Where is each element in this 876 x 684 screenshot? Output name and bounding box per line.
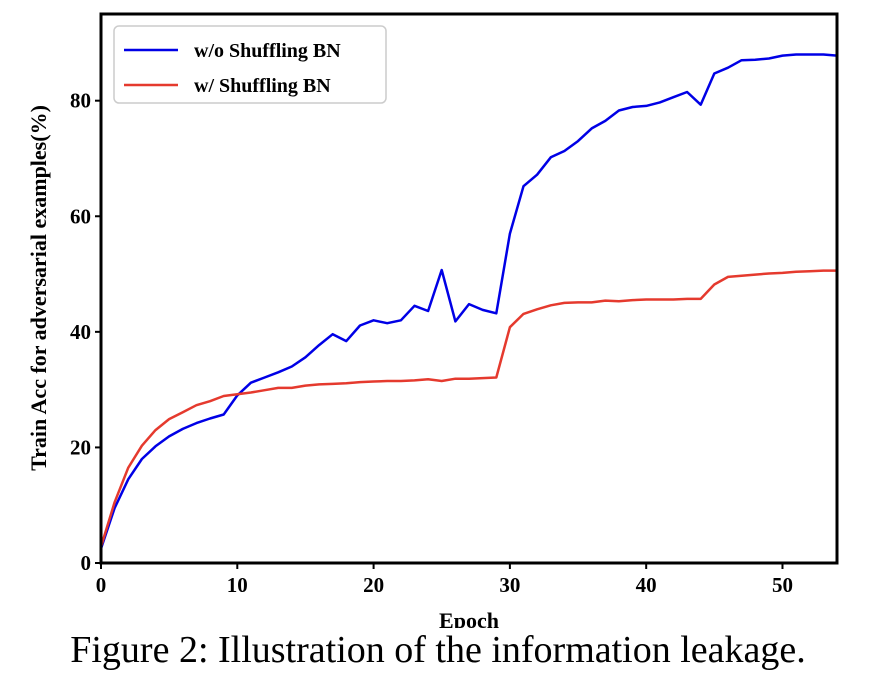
- x-tick-label: 50: [772, 573, 793, 597]
- ticks-layer: 0 10 20 30 40 50 0 20 40 60 80: [70, 89, 793, 597]
- figure-caption: Figure 2: Illustration of the informatio…: [70, 629, 806, 671]
- series-layer: [99, 53, 838, 549]
- plot-frame: [99, 12, 839, 565]
- x-axis-label: Epoch: [439, 608, 499, 628]
- y-tick-label: 0: [81, 551, 92, 575]
- x-tick-label: 10: [227, 573, 248, 597]
- y-axis-label: Train Acc for adversarial examples(%): [26, 105, 51, 471]
- x-tick-label: 30: [499, 573, 520, 597]
- line-chart: 0 10 20 30 40 50 0 20 40 60 80 Epoch Train Acc for…: [26, 12, 839, 628]
- y-tick-label: 20: [70, 435, 91, 459]
- x-tick-label: 20: [363, 573, 384, 597]
- legend-label-w-shuffling: w/ Shuffling BN: [194, 75, 331, 97]
- y-tick-label: 40: [70, 320, 91, 344]
- legend-box: [113, 25, 387, 104]
- x-tick-label: 40: [636, 573, 657, 597]
- y-tick-label: 80: [70, 89, 91, 113]
- legend: w/o Shuffling BN w/ Shuffling BN: [113, 25, 387, 104]
- y-tick-label: 60: [70, 204, 91, 228]
- series-line-w-shuffling: [99, 269, 837, 548]
- legend-label-wo-shuffling: w/o Shuffling BN: [194, 40, 341, 62]
- x-tick-label: 0: [96, 573, 107, 597]
- series-line-wo-shuffling: [99, 53, 838, 549]
